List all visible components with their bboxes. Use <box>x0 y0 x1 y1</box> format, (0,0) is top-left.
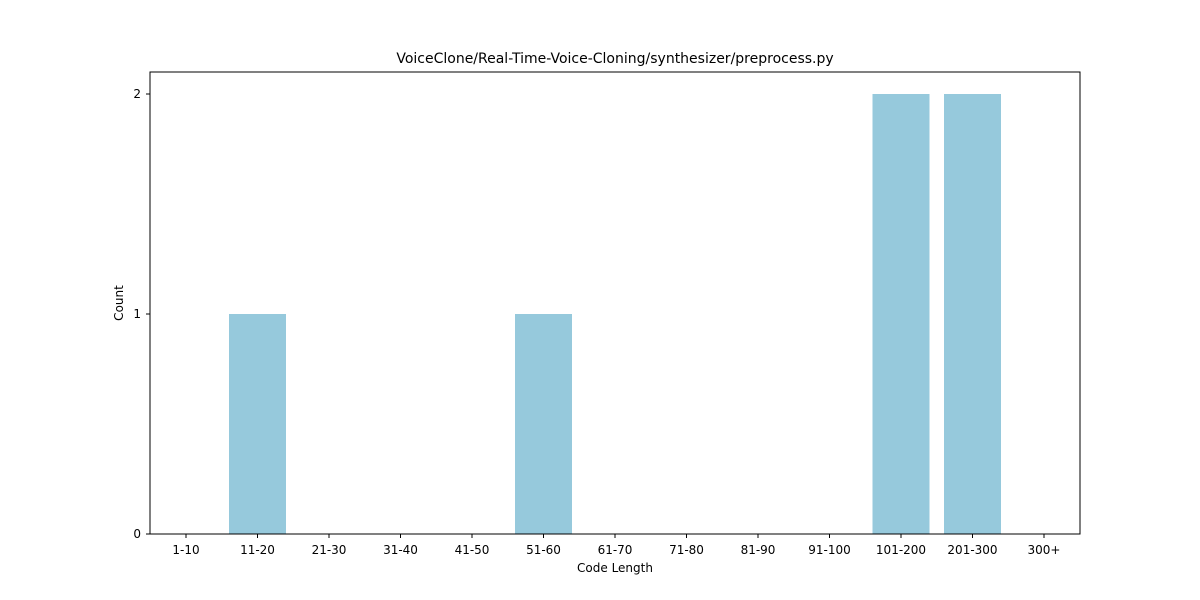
plot-frame <box>149 71 1081 535</box>
bar-101-200 <box>872 94 930 534</box>
x-tick-label: 31-40 <box>383 543 418 557</box>
x-tick-label: 51-60 <box>526 543 561 557</box>
bar-51-60 <box>515 314 572 534</box>
y-tick-label: 0 <box>133 527 141 541</box>
y-tick-label: 1 <box>133 307 141 321</box>
x-tick-label: 201-300 <box>947 543 997 557</box>
y-tick-label: 2 <box>133 87 141 101</box>
y-axis-label: Count <box>112 285 126 321</box>
x-tick-label: 101-200 <box>876 543 926 557</box>
x-tick-label: 71-80 <box>669 543 704 557</box>
bar-11-20 <box>229 314 286 534</box>
x-tick-label: 61-70 <box>598 543 633 557</box>
x-axis-label: Code Length <box>577 561 653 575</box>
x-tick-label: 11-20 <box>240 543 275 557</box>
x-tick-label: 81-90 <box>741 543 776 557</box>
x-tick-label: 41-50 <box>455 543 490 557</box>
x-tick-label: 1-10 <box>172 543 199 557</box>
y-axis-ticks: 0 1 2 <box>133 87 150 541</box>
x-tick-label: 300+ <box>1028 543 1061 557</box>
bar-201-300 <box>944 94 1001 534</box>
x-tick-label: 21-30 <box>312 543 347 557</box>
x-axis-ticks: 1-10 11-20 21-30 31-40 41-50 51-60 61-70 71-80 8… <box>172 534 1060 557</box>
x-tick-label: 91-100 <box>808 543 851 557</box>
chart-title: VoiceClone/Real-Time-Voice-Cloning/synth… <box>396 51 833 67</box>
bars-group <box>229 94 1001 534</box>
